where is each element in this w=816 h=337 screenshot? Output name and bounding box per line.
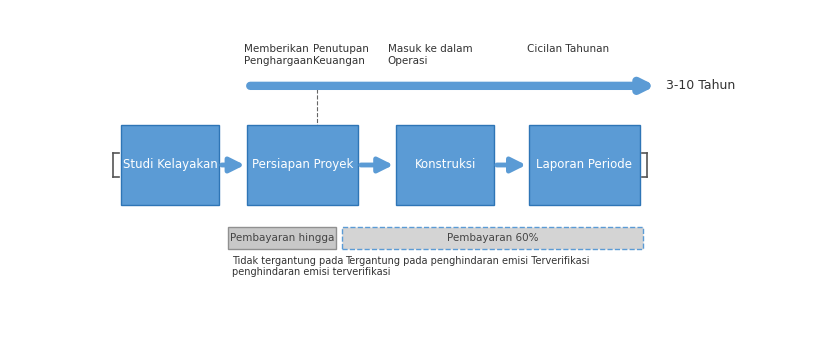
Text: Masuk ke dalam
Operasi: Masuk ke dalam Operasi	[388, 44, 472, 66]
Text: Memberikan
Penghargaan: Memberikan Penghargaan	[244, 44, 313, 66]
Bar	[228, 227, 336, 249]
Text: Tidak tergantung pada
penghindaran emisi terverifikasi: Tidak tergantung pada penghindaran emisi…	[232, 256, 390, 277]
Text: Laporan Periode: Laporan Periode	[536, 158, 632, 172]
Text: Pembayaran 60%: Pembayaran 60%	[446, 233, 539, 243]
Bar	[396, 125, 494, 205]
Text: Tergantung pada penghindaran emisi Terverifikasi: Tergantung pada penghindaran emisi Terve…	[345, 256, 590, 266]
Bar	[247, 125, 358, 205]
Bar	[343, 227, 643, 249]
Text: Pembayaran hingga: Pembayaran hingga	[230, 233, 335, 243]
Text: Penutupan
Keuangan: Penutupan Keuangan	[313, 44, 369, 66]
Text: Persiapan Proyek: Persiapan Proyek	[252, 158, 353, 172]
Text: 3-10 Tahun: 3-10 Tahun	[666, 79, 735, 92]
Text: Cicilan Tahunan: Cicilan Tahunan	[527, 44, 609, 54]
Text: Konstruksi: Konstruksi	[415, 158, 476, 172]
Bar	[121, 125, 219, 205]
Bar	[529, 125, 640, 205]
Text: Studi Kelayakan: Studi Kelayakan	[122, 158, 217, 172]
